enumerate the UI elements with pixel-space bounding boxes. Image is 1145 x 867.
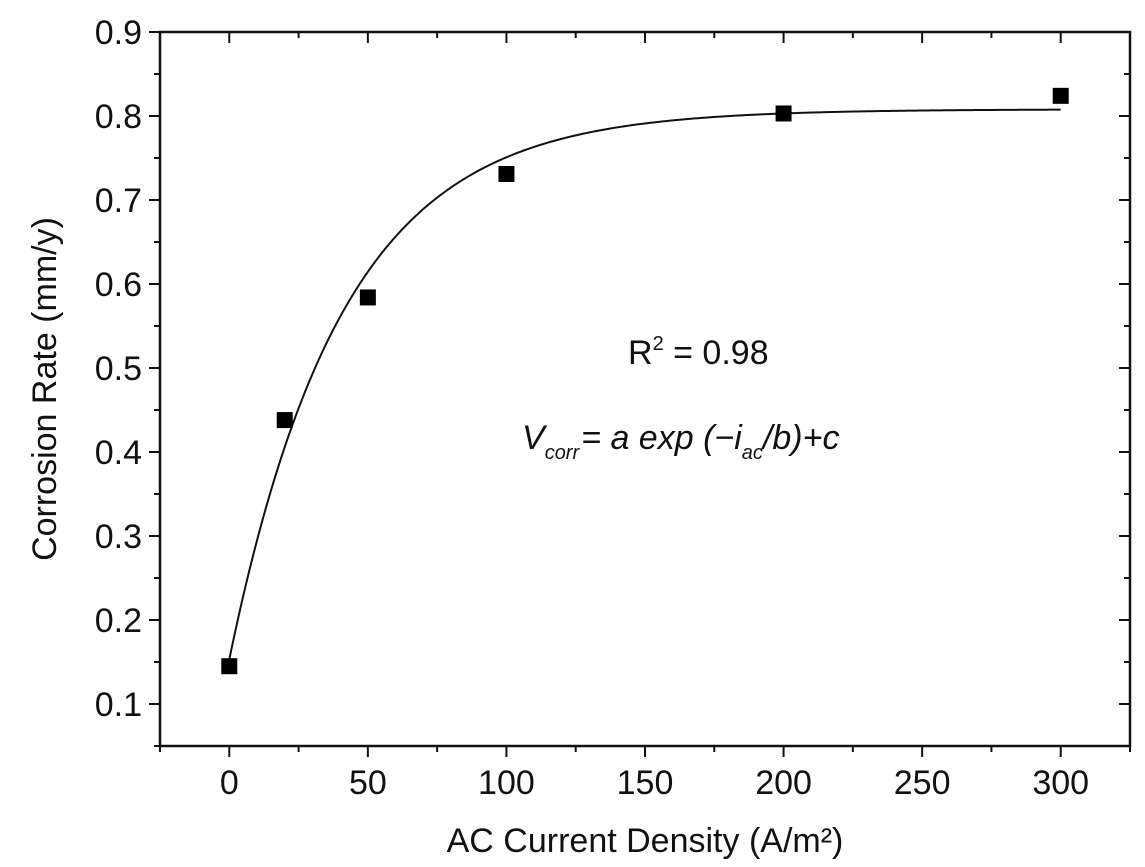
x-tick-label: 50 [349,764,387,802]
data-point [1052,87,1069,104]
y-tick-label: 0.9 [95,14,142,52]
data-point [498,165,515,182]
y-tick-label: 0.1 [95,686,142,724]
y-tick-label: 0.3 [95,518,142,556]
data-point [276,412,293,429]
y-tick-label: 0.7 [95,182,142,220]
x-tick-label: 150 [617,764,674,802]
eq-v-sub: corr [545,442,581,464]
data-point [775,105,792,122]
r2-rest: = 0.98 [664,334,769,372]
fit-equation-annotation: Vcorr= a exp (−iac/b)+c [522,419,839,464]
x-axis-title: AC Current Density (A/m²) [447,822,844,860]
r-squared-annotation: R2 = 0.98 [628,333,769,372]
data-point [359,289,376,306]
fit-curve [228,108,1061,660]
data-points [221,87,1069,675]
r2-base: R [628,334,653,372]
y-tick-label: 0.4 [95,434,142,472]
x-tick-label: 100 [478,764,535,802]
eq-end: /b)+c [761,419,840,457]
x-tick-label: 200 [755,764,812,802]
y-tick-label: 0.2 [95,602,142,640]
eq-v: V [522,419,548,457]
r2-sup: 2 [653,333,664,355]
data-point [221,658,238,675]
x-tick-label: 250 [894,764,951,802]
y-tick-label: 0.5 [95,350,142,388]
x-tick-label: 0 [220,764,239,802]
y-axis-title: Corrosion Rate (mm/y) [26,217,64,561]
x-tick-label: 300 [1032,764,1089,802]
y-tick-label: 0.6 [95,266,142,304]
y-tick-label: 0.8 [95,98,142,136]
eq-i-sub: ac [742,442,763,464]
y-axis-ticks: 0.1 0.2 0.3 0.4 0.5 0.6 0.7 0.8 0.9 [95,14,1130,747]
x-axis-ticks: 0 50 100 150 200 250 300 [159,32,1131,802]
eq-mid: = a exp (−i [581,419,743,457]
